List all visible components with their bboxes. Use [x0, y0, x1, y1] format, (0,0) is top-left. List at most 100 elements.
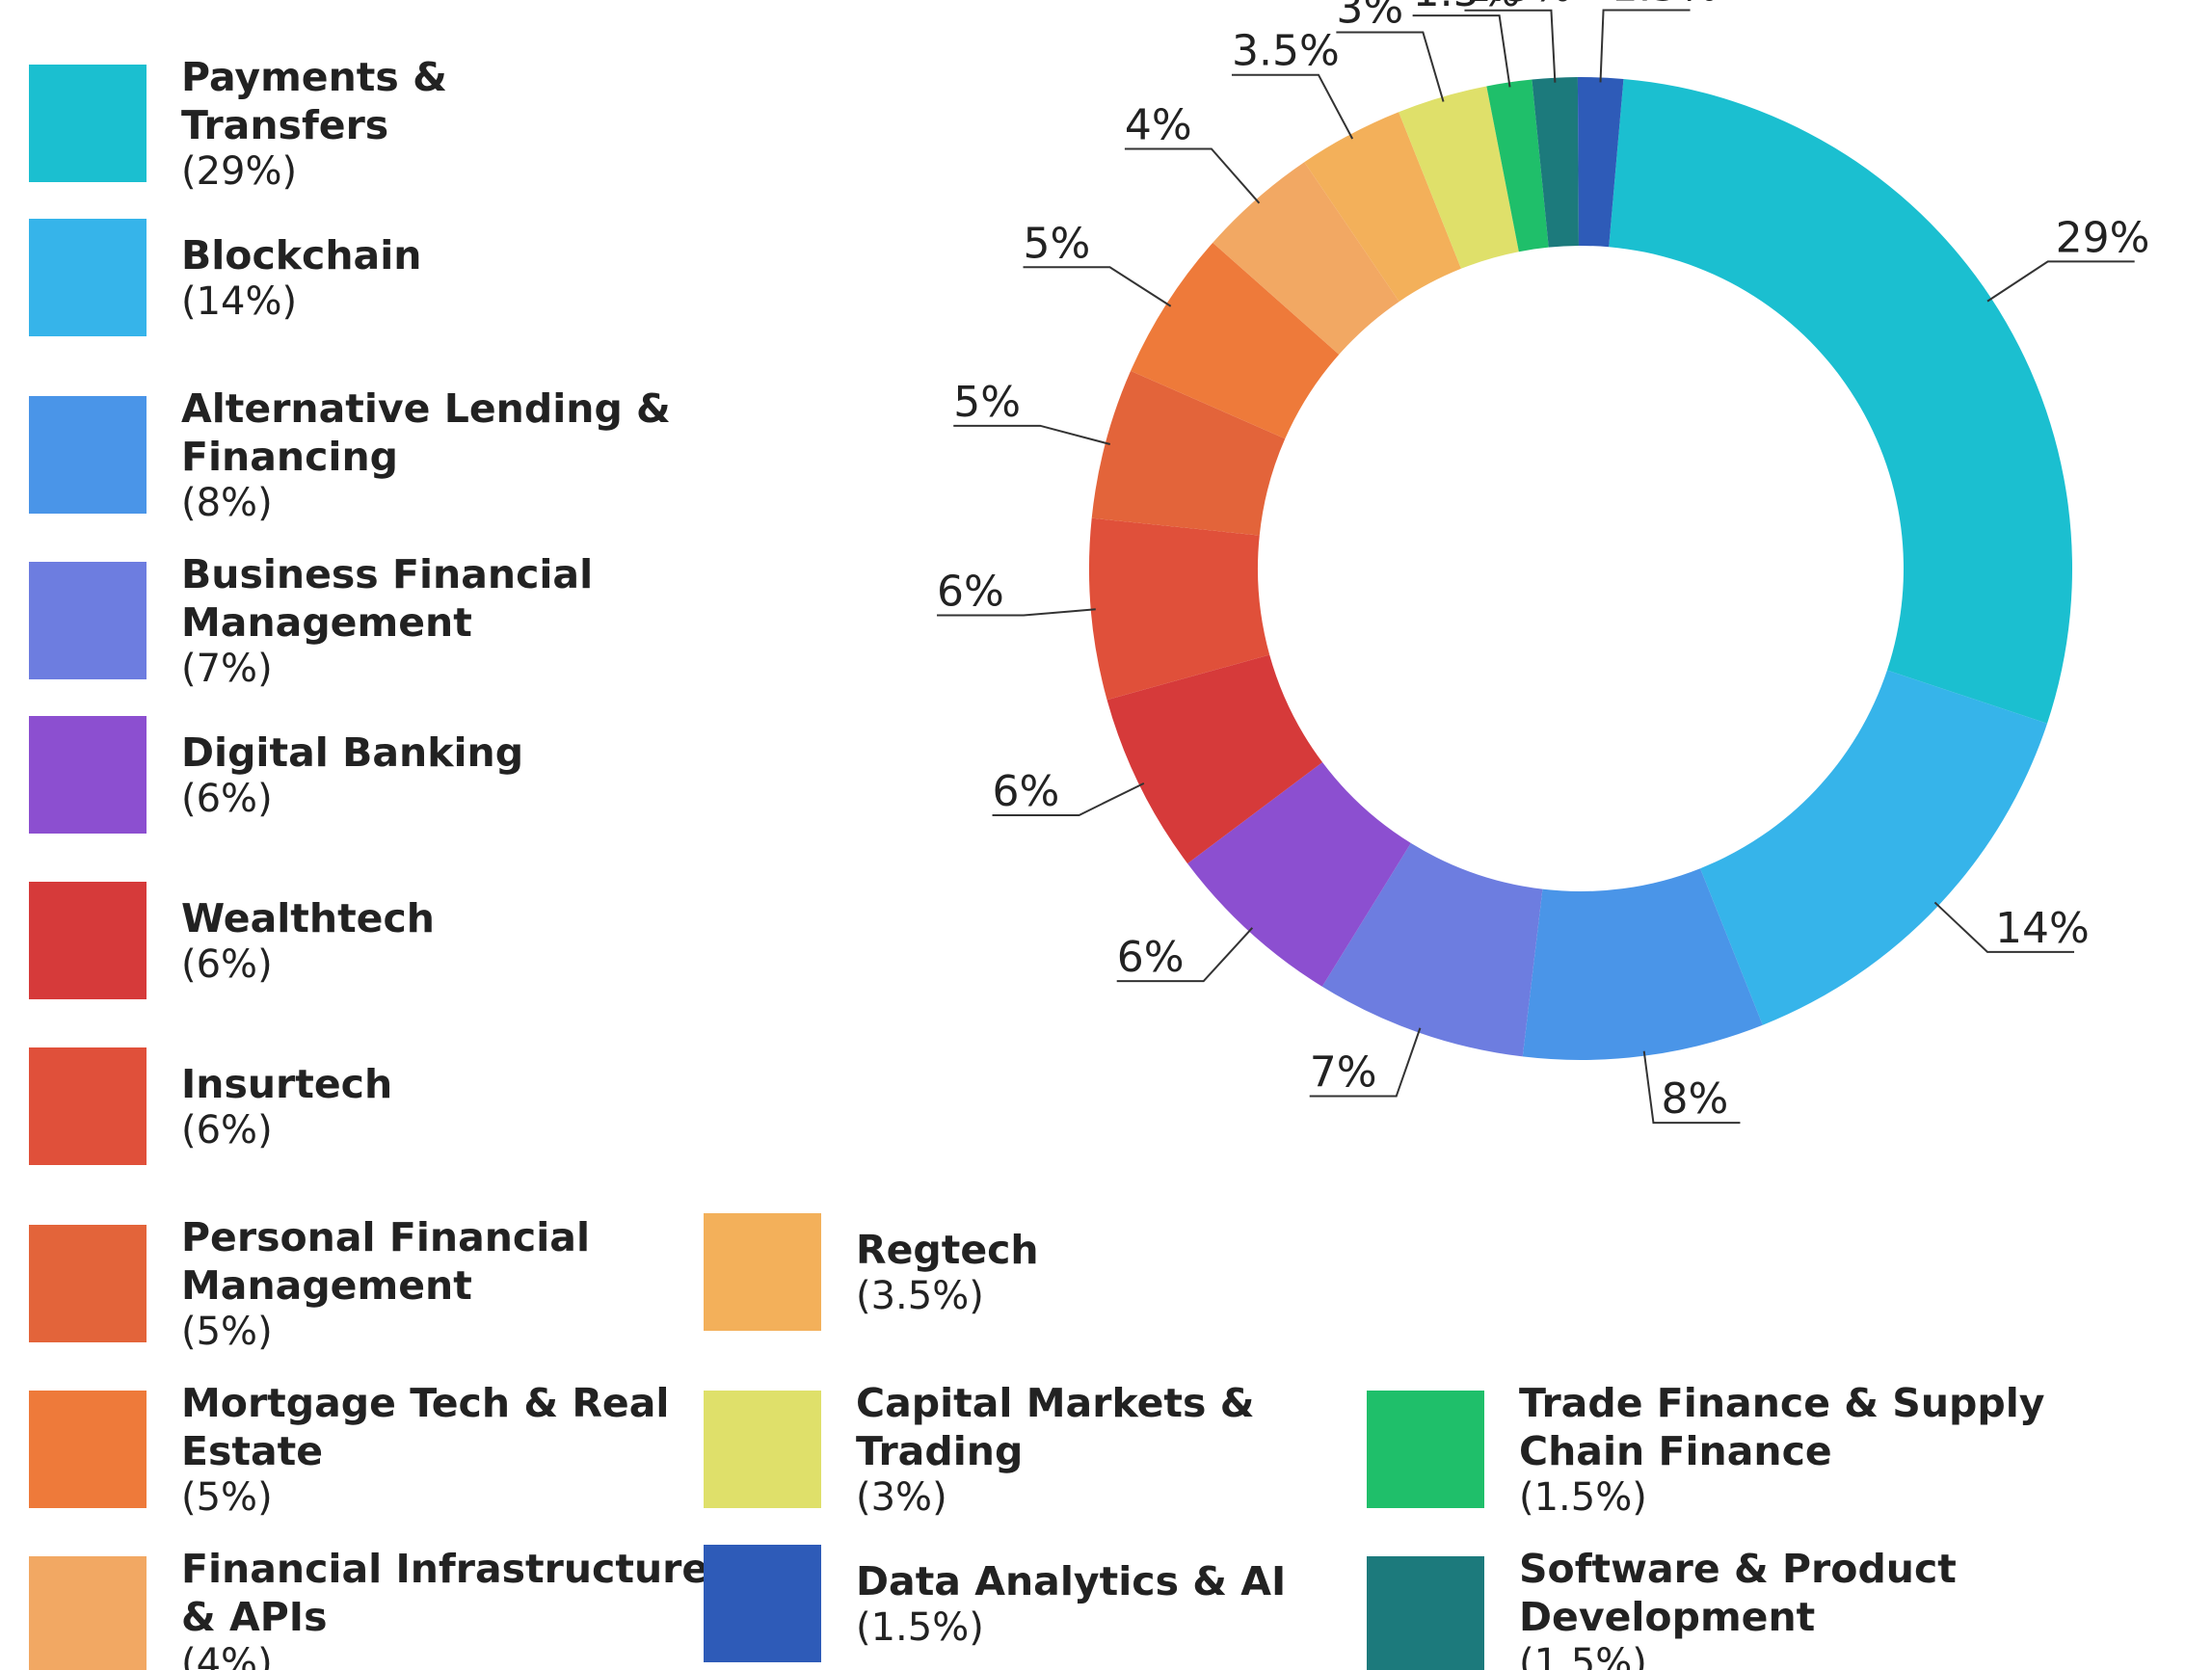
slice [1089, 517, 1270, 701]
legend-name: Digital Banking [181, 729, 524, 776]
slice [1213, 162, 1399, 355]
legend-name: Capital Markets & Trading [856, 1380, 1255, 1474]
slice [1091, 370, 1286, 536]
legend-text: Personal Financial Management (5%) [181, 1213, 721, 1354]
leader-line [1464, 9, 1557, 83]
slice [1131, 242, 1340, 439]
legend-text: Data Analytics & AI (1.5%) [856, 1557, 1286, 1650]
leader-line [1933, 901, 2074, 953]
legend-value: (1.5%) [856, 1605, 984, 1650]
legend-swatch [1367, 1556, 1484, 1670]
legend-name: Insurtech [181, 1061, 393, 1107]
leader-line [1231, 73, 1354, 140]
legend-swatch [29, 716, 147, 834]
legend-swatch [1367, 1391, 1484, 1508]
slice-label: 6% [993, 767, 1060, 816]
legend-item: Software & Product Development (1.5%) [1367, 1545, 2097, 1670]
legend-text: Blockchain (14%) [181, 231, 421, 324]
leader-line [1412, 14, 1511, 88]
slice-label: 14% [1995, 904, 2090, 953]
legend-item: Blockchain (14%) [29, 219, 421, 336]
slice-label: 5% [1024, 219, 1091, 268]
slice [1399, 86, 1519, 269]
legend-text: Trade Finance & Supply Chain Finance (1.5… [1519, 1379, 2097, 1520]
leader-line [1986, 260, 2135, 303]
legend-name: Data Analytics & AI [856, 1558, 1287, 1604]
legend-value: (6%) [181, 942, 273, 987]
legend-name: Personal Financial Management [181, 1214, 591, 1309]
legend-text: Software & Product Development (1.5%) [1519, 1545, 2097, 1670]
legend-text: Regtech (3.5%) [856, 1226, 1039, 1318]
legend-value: (14%) [181, 279, 298, 324]
legend-text: Business Financial Management (7%) [181, 550, 721, 691]
leader-line [1642, 1050, 1741, 1125]
slice [1700, 670, 2048, 1025]
legend-swatch [704, 1391, 821, 1508]
legend-swatch [29, 1391, 147, 1508]
legend-name: Alternative Lending & Financing [181, 385, 671, 480]
slice-label: 3% [1336, 0, 1403, 34]
legend-text: Financial Infrastructure & APIs (4%) [181, 1545, 721, 1670]
leader-line [1124, 147, 1261, 204]
legend-name: Financial Infrastructure & APIs [181, 1546, 709, 1640]
slice-label: 5% [953, 378, 1021, 427]
legend-name: Payments & Transfers [181, 54, 447, 148]
leader-line [1023, 266, 1172, 307]
leader-line [1599, 9, 1691, 83]
legend-name: Regtech [856, 1227, 1039, 1273]
legend-value: (5%) [181, 1475, 273, 1520]
slice-label: 6% [937, 568, 1004, 617]
legend-text: Insurtech (6%) [181, 1060, 392, 1153]
leader-line [937, 608, 1096, 617]
slice-label: 1.5% [1413, 0, 1521, 16]
slice-label: 6% [1117, 933, 1185, 982]
legend-value: (8%) [181, 481, 273, 525]
legend-item: Business Financial Management (7%) [29, 550, 721, 691]
legend-item: Digital Banking (6%) [29, 716, 523, 834]
legend-item: Capital Markets & Trading (3%) [704, 1379, 1270, 1520]
leader-line [1309, 1027, 1422, 1098]
slice [1106, 654, 1323, 864]
slice [1321, 842, 1543, 1057]
legend-text: Digital Banking (6%) [181, 729, 523, 821]
legend-item: Regtech (3.5%) [704, 1213, 1039, 1331]
slice-label: 8% [1661, 1074, 1728, 1124]
legend-swatch [29, 882, 147, 999]
slice [1486, 79, 1549, 252]
legend-item: Payments & Transfers (29%) [29, 53, 499, 194]
legend-text: Payments & Transfers (29%) [181, 53, 499, 194]
legend-item: Trade Finance & Supply Chain Finance (1.5… [1367, 1379, 2097, 1520]
legend-value: (6%) [181, 777, 273, 821]
slice [1577, 77, 1624, 248]
legend-item: Data Analytics & AI (1.5%) [704, 1545, 1286, 1662]
legend-swatch [29, 1047, 147, 1165]
legend-value: (7%) [181, 647, 273, 691]
slice-label: 7% [1310, 1048, 1377, 1098]
legend-text: Wealthtech (6%) [181, 894, 435, 987]
slice-label: 4% [1125, 101, 1192, 150]
legend-swatch [29, 65, 147, 182]
legend-swatch [29, 1556, 147, 1670]
legend-item: Alternative Lending & Financing (8%) [29, 384, 721, 525]
legend-item: Insurtech (6%) [29, 1047, 392, 1165]
legend-name: Software & Product Development [1519, 1546, 1957, 1640]
slice [1532, 77, 1579, 248]
legend-value: (5%) [181, 1310, 273, 1354]
legend-item: Mortgage Tech & Real Estate (5%) [29, 1379, 721, 1520]
legend-value: (1.5%) [1519, 1641, 1647, 1670]
legend-value: (3%) [856, 1475, 947, 1520]
legend-name: Mortgage Tech & Real Estate [181, 1380, 670, 1474]
legend-value: (1.5%) [1519, 1475, 1647, 1520]
legend-text: Mortgage Tech & Real Estate (5%) [181, 1379, 721, 1520]
slice [1522, 868, 1763, 1060]
legend-value: (3.5%) [856, 1274, 984, 1318]
legend-value: (29%) [181, 149, 298, 194]
leader-line [992, 782, 1145, 816]
leader-line [953, 424, 1111, 445]
legend-swatch [29, 562, 147, 679]
legend-item: Financial Infrastructure & APIs (4%) [29, 1545, 721, 1670]
legend-item: Wealthtech (6%) [29, 882, 435, 999]
legend-text: Capital Markets & Trading (3%) [856, 1379, 1270, 1520]
